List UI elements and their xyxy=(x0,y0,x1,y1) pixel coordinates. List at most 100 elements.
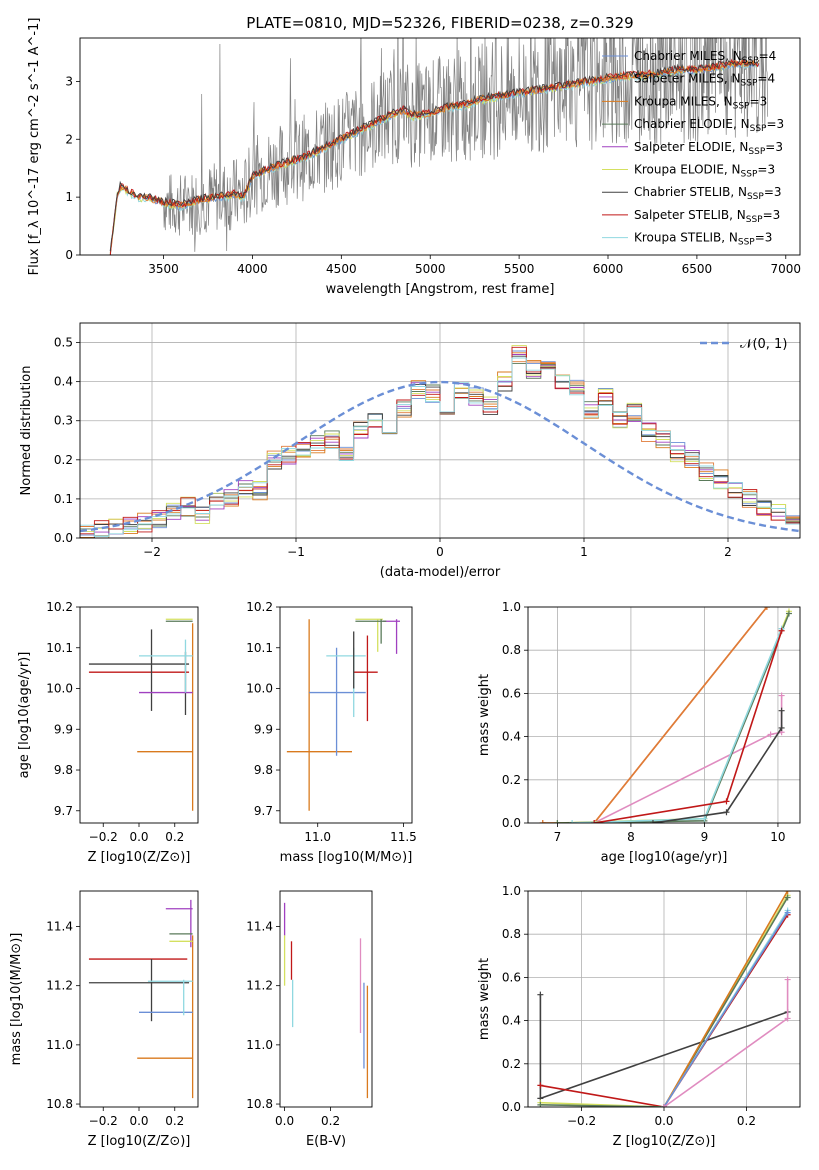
x-tick-label: 0.0 xyxy=(129,830,148,844)
plot-area xyxy=(539,607,792,823)
y-tick-label: 10.8 xyxy=(46,1097,73,1111)
legend-label: Salpeter MILES, NSSP=4 xyxy=(634,72,775,89)
x-tick-label: 10 xyxy=(770,830,785,844)
legend-subscript: SSP xyxy=(738,238,755,248)
mass-weight-vs-age-panel: 7 8 9 10 0.0 0.2 0.4 0.6 0.8 1.0 age [log10(age/yr… xyxy=(477,600,801,865)
y-tick-label: 10.2 xyxy=(46,600,73,614)
residual-histogram-salpeter-stelib xyxy=(80,346,800,538)
weight-line-salpeter-stelib xyxy=(594,630,783,823)
legend-label: Salpeter STELIB, NSSP=3 xyxy=(634,208,780,225)
x-tick-label: 11.0 xyxy=(304,830,331,844)
plot-area xyxy=(286,618,400,811)
x-tick-label: 0.2 xyxy=(737,1114,756,1128)
y-axis-label: age [log10(age/yr)] xyxy=(17,652,32,779)
plot-area xyxy=(88,899,194,1099)
y-axis-label: mass weight xyxy=(477,674,492,756)
y-tick-label: 9.7 xyxy=(254,804,273,818)
age-vs-mass-panel: 11.0 11.5 9.7 9.8 9.9 10.0 10.1 10.2 mass [log10… xyxy=(246,600,417,865)
weight-marker xyxy=(784,976,791,983)
x-tick-label: 3500 xyxy=(148,262,179,276)
x-tick-label: −0.2 xyxy=(89,1114,118,1128)
y-axis-label: Flux [f_λ 10^-17 erg cm^-2 s^-1 A^-1] xyxy=(27,18,42,276)
legend-label: Chabrier MILES, NSSP=4 xyxy=(634,49,776,66)
axes-frame xyxy=(79,606,199,824)
y-tick-label: 0.1 xyxy=(54,492,73,506)
y-tick-label: 11.2 xyxy=(246,979,273,993)
y-tick-label: 0.0 xyxy=(502,816,521,830)
x-tick-label: 0 xyxy=(436,545,444,559)
y-tick-label: 10.1 xyxy=(246,641,273,655)
plot-area xyxy=(109,38,769,255)
model-line-salpeter-stelib xyxy=(109,58,760,255)
axes-frame xyxy=(279,606,413,824)
weight-line-chabrier-stelib xyxy=(652,710,783,823)
y-axis-label: mass weight xyxy=(477,958,492,1040)
y-tick-label: 10.0 xyxy=(46,682,73,696)
weight-marker xyxy=(763,607,770,610)
age-vs-metallicity-panel: −0.2 0.0 0.2 9.7 9.8 9.9 10.0 10.1 10.2 Z [log10(… xyxy=(17,600,199,865)
y-tick-label: 11.2 xyxy=(46,979,73,993)
y-tick-label: 0.8 xyxy=(502,927,521,941)
axes-frame xyxy=(527,890,801,1108)
y-tick-label: 3 xyxy=(65,74,73,88)
plot-area xyxy=(80,345,800,538)
y-tick-label: 9.7 xyxy=(54,804,73,818)
legend-subscript: SSP xyxy=(742,56,759,66)
y-tick-label: 11.4 xyxy=(46,920,73,934)
y-tick-label: 2 xyxy=(65,132,73,146)
model-line-chabrier-miles xyxy=(110,60,760,255)
weight-marker xyxy=(767,731,774,738)
y-tick-label: 0.5 xyxy=(54,336,73,350)
weight-line-kroupa-miles xyxy=(663,891,789,1107)
weight-marker xyxy=(661,1104,667,1107)
weight-marker xyxy=(785,610,792,617)
y-tick-label: 1.0 xyxy=(502,884,521,898)
weight-marker xyxy=(784,1015,791,1022)
y-tick-label: 0.2 xyxy=(502,773,521,787)
y-tick-label: 0.2 xyxy=(502,1057,521,1071)
weight-marker xyxy=(778,707,785,714)
y-tick-label: 10.0 xyxy=(246,682,273,696)
y-tick-label: 0 xyxy=(65,248,73,262)
x-axis-label: E(B-V) xyxy=(306,1134,346,1149)
y-tick-label: 0.0 xyxy=(502,1100,521,1114)
legend-subscript: SSP xyxy=(747,192,764,202)
x-axis-label: wavelength [Angstrom, rest frame] xyxy=(326,282,555,297)
y-tick-label: 1.0 xyxy=(502,600,521,614)
x-tick-label: −1 xyxy=(287,545,305,559)
weight-marker xyxy=(784,909,791,916)
x-tick-label: 8 xyxy=(627,830,635,844)
x-tick-label: 0.2 xyxy=(165,830,184,844)
y-tick-label: 11.0 xyxy=(246,1038,273,1052)
legend-value: =3 xyxy=(766,117,784,131)
legend-label: 𝒩(0, 1) xyxy=(740,337,787,352)
legend-subscript: SSP xyxy=(733,101,750,111)
y-axis-label: mass [log10(M/M⊙)] xyxy=(9,933,24,1066)
x-axis-label: Z [log10(Z/Z⊙)] xyxy=(613,1134,716,1149)
x-axis-label: mass [log10(M/M⊙)] xyxy=(280,850,413,865)
legend-value: =4 xyxy=(759,49,777,63)
x-tick-label: 1 xyxy=(580,545,588,559)
x-tick-label: −2 xyxy=(143,545,161,559)
x-tick-label: 0.0 xyxy=(129,1114,148,1128)
x-tick-label: 5500 xyxy=(504,262,535,276)
x-tick-label: 2 xyxy=(724,545,732,559)
legend-label: Kroupa ELODIE, NSSP=3 xyxy=(634,163,775,180)
legend-label: Kroupa STELIB, NSSP=3 xyxy=(634,231,772,248)
weight-marker xyxy=(778,724,785,731)
spectrum-panel: 3500 4000 4500 5000 5500 6000 6500 7000 0 1 2 3 wave… xyxy=(27,18,801,297)
y-tick-label: 10.1 xyxy=(46,641,73,655)
weight-marker xyxy=(784,891,791,894)
plot-area xyxy=(283,902,369,1099)
weight-marker xyxy=(554,820,561,823)
y-tick-label: 0.2 xyxy=(54,453,73,467)
axes-frame xyxy=(79,890,199,1108)
weight-marker xyxy=(723,798,730,805)
x-tick-label: 7 xyxy=(554,830,562,844)
y-tick-label: 0.3 xyxy=(54,414,73,428)
y-tick-label: 0.6 xyxy=(502,686,521,700)
y-tick-label: 0.4 xyxy=(502,1014,521,1028)
y-tick-label: 11.4 xyxy=(246,920,273,934)
x-tick-label: −0.2 xyxy=(567,1114,596,1128)
